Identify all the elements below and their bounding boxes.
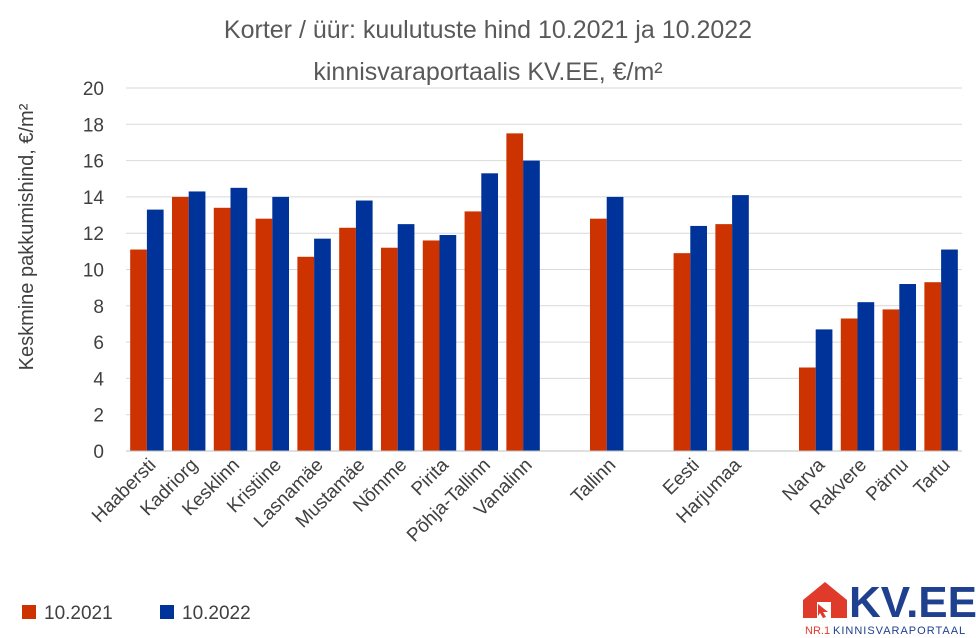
x-category-label: Tallinn (567, 455, 620, 508)
bar-10.2022-Põhja-Tallinn (481, 173, 499, 451)
y-tick-label: 8 (93, 297, 104, 318)
bars (130, 133, 958, 451)
bar-10.2022-Harjumaa (732, 195, 749, 451)
bar-10.2021-Mustamäe (339, 227, 356, 451)
bar-10.2022-Lasnamäe (314, 238, 331, 451)
chart-title-line-2: kinnisvaraportaalis KV.EE, €/m² (313, 58, 662, 86)
logo-tagline: KINNISVARAPORTAAL (833, 625, 966, 637)
bar-10.2022-Eesti (690, 225, 708, 451)
bar-10.2022-Mustamäe (355, 200, 373, 451)
legend: 10.2021 10.2022 (22, 603, 251, 624)
bar-10.2022-Nõmme (397, 224, 415, 451)
logo-tagline-prefix: NR.1 (805, 625, 830, 637)
bar-10.2022-Kristiine (272, 196, 290, 451)
cursor-icon (818, 604, 828, 618)
y-tick-label: 14 (83, 188, 105, 209)
bar-10.2022-Haabersti (146, 209, 164, 451)
bar-10.2021-Eesti (673, 253, 691, 451)
bar-10.2022-Vanalinn (523, 160, 540, 451)
bar-10.2021-Rakvere (840, 318, 858, 451)
y-axis-label: Keskmine pakkumishind, €/m² (16, 103, 38, 370)
bar-10.2021-Nõmme (380, 247, 398, 451)
bar-10.2021-Vanalinn (506, 133, 524, 451)
bar-10.2021-Pärnu (882, 309, 900, 451)
bar-10.2022-Rakvere (857, 302, 875, 451)
bar-10.2022-Kesklinn (230, 187, 248, 451)
bar-10.2021-Tartu (924, 282, 942, 451)
y-tick-label: 10 (83, 261, 104, 282)
logo-wordmark: KV.EE (849, 578, 976, 627)
bar-10.2022-Tartu (941, 249, 958, 451)
legend-label-2022: 10.2022 (182, 603, 251, 624)
bar-10.2021-Kadriorg (171, 196, 189, 451)
bar-10.2021-Põhja-Tallinn (464, 211, 482, 451)
bar-10.2022-Pirita (439, 235, 457, 451)
bar-10.2021-Tallinn (589, 218, 607, 451)
kv-ee-logo: KV.EE NR.1 KINNISVARAPORTAAL (803, 578, 976, 637)
y-tick-label: 12 (83, 224, 104, 245)
bar-10.2022-Pärnu (899, 284, 917, 451)
x-axis-categories: HaaberstiKadriorgKesklinnKristiineLasnam… (88, 454, 955, 546)
bar-10.2021-Kristiine (255, 218, 273, 451)
bar-10.2021-Pirita (422, 240, 440, 451)
y-axis-ticks: 0 2 4 6 8 10 12 14 16 18 20 (83, 79, 105, 463)
legend-swatch-2022 (160, 605, 174, 619)
legend-label-2021: 10.2021 (44, 603, 113, 624)
y-tick-label: 0 (93, 442, 104, 463)
x-category-label: Pärnu (862, 455, 913, 506)
bar-10.2021-Harjumaa (715, 224, 733, 451)
x-category-label: Tartu (910, 455, 955, 500)
bar-10.2022-Tallinn (606, 196, 624, 451)
bar-10.2021-Kesklinn (213, 207, 231, 451)
bar-10.2022-Kadriorg (188, 191, 206, 451)
y-tick-label: 6 (93, 333, 104, 354)
bar-10.2021-Narva (798, 367, 816, 451)
y-tick-label: 4 (93, 369, 104, 390)
bar-10.2021-Haabersti (130, 249, 147, 451)
y-tick-label: 20 (83, 79, 104, 100)
chart-title-line-1: Korter / üür: kuulutuste hind 10.2021 ja… (224, 16, 752, 44)
bar-10.2022-Narva (815, 329, 833, 451)
bar-10.2021-Lasnamäe (297, 256, 315, 451)
y-tick-label: 18 (83, 115, 104, 136)
y-tick-label: 2 (93, 406, 104, 427)
y-tick-label: 16 (83, 152, 104, 173)
chart-title: Korter / üür: kuulutuste hind 10.2021 ja… (224, 16, 752, 86)
gridlines (126, 87, 962, 416)
legend-swatch-2021 (22, 605, 36, 619)
house-icon (803, 582, 847, 618)
